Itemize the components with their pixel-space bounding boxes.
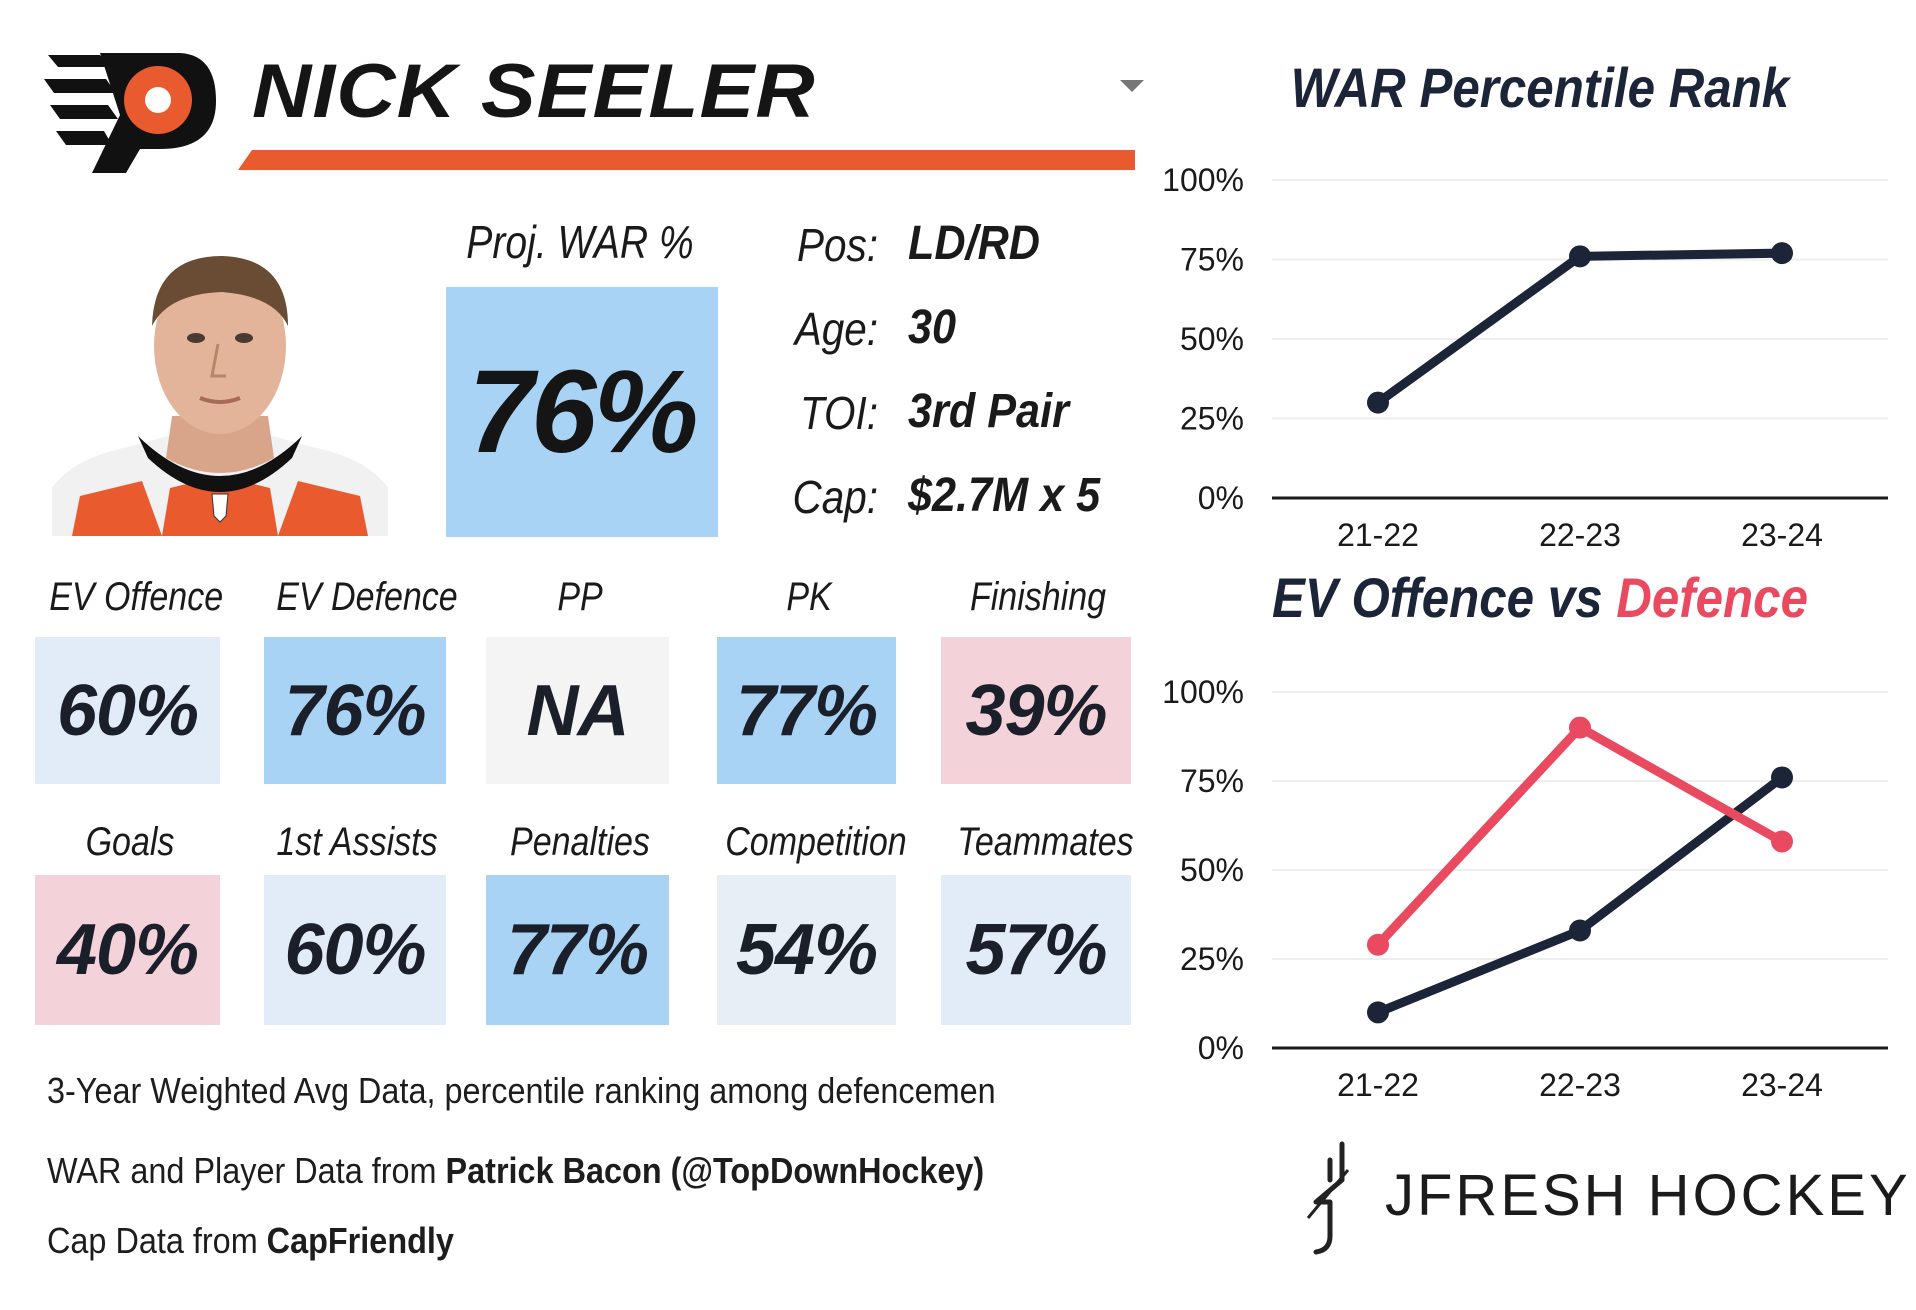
chevron-down-icon[interactable] — [1120, 80, 1144, 92]
jfresh-logo-icon — [1306, 1141, 1350, 1255]
tile-1st-assists: 60% — [264, 875, 446, 1025]
info-label-toi: TOI: — [800, 387, 878, 439]
data-point — [1771, 830, 1793, 853]
x-tick-label: 21-22 — [1337, 517, 1419, 553]
info-value-cap: $2.7M x 5 — [908, 469, 1101, 522]
data-point — [1569, 716, 1591, 739]
tile-teammates: 57% — [941, 875, 1131, 1025]
ev-offence-defence-chart: 0% 25% 50% 75% 100% 21-22 22-23 23-24 — [1162, 674, 1888, 1103]
y-tick-label: 25% — [1180, 401, 1244, 437]
data-point — [1569, 245, 1591, 268]
tile-goals: 40% — [35, 875, 220, 1025]
tile-label-1st-assists: 1st Assists — [276, 820, 438, 864]
data-point — [1771, 242, 1793, 265]
tile-label-penalties: Penalties — [510, 820, 650, 864]
series-line-0 — [1373, 248, 1787, 408]
series-line-0 — [1373, 772, 1787, 1017]
flyers-logo — [44, 53, 216, 173]
y-tick-label: 25% — [1180, 941, 1244, 977]
tile-label-pk: PK — [786, 575, 832, 619]
war-percentile-chart: 0% 25% 50% 75% 100% 21-22 22-23 23-24 — [1162, 162, 1888, 553]
proj-war-label: Proj. WAR % — [466, 216, 694, 268]
proj-war-value: 76% — [468, 346, 698, 478]
proj-war-box — [446, 287, 718, 537]
footer-cap-source-name: CapFriendly — [266, 1220, 454, 1261]
footer-war-source-prefix: WAR and Player Data from — [47, 1150, 446, 1191]
name-underline-bar — [238, 150, 1135, 170]
tile-label-teammates: Teammates — [957, 820, 1134, 864]
footer-war-source-name: Patrick Bacon (@TopDownHockey) — [445, 1150, 985, 1191]
x-tick-label: 23-24 — [1741, 1067, 1823, 1103]
tile-label-competition: Competition — [725, 820, 907, 864]
chart2-title-part2: Defence — [1616, 566, 1808, 629]
tile-pp: NA — [486, 637, 669, 784]
tile-label-finishing: Finishing — [969, 575, 1107, 619]
tile-ev-offence: 60% — [35, 637, 220, 784]
tile-pk: 77% — [717, 637, 896, 784]
tile-penalties: 77% — [486, 875, 669, 1025]
data-point — [1569, 919, 1591, 942]
y-tick-label: 50% — [1180, 852, 1244, 888]
data-point — [1367, 391, 1389, 414]
tile-label-ev-offence: EV Offence — [49, 575, 224, 619]
tile-competition: 54% — [717, 875, 896, 1025]
data-point — [1771, 766, 1793, 789]
footer-note: 3-Year Weighted Avg Data, percentile ran… — [47, 1070, 996, 1111]
x-tick-label: 22-23 — [1539, 1067, 1621, 1103]
tile-label-goals: Goals — [85, 820, 175, 864]
brand-name: JFRESH HOCKEY — [1385, 1163, 1911, 1228]
y-tick-label: 75% — [1180, 242, 1244, 278]
y-tick-label: 50% — [1180, 321, 1244, 357]
x-tick-label: 22-23 — [1539, 517, 1621, 553]
chart1-title: WAR Percentile Rank — [1290, 56, 1790, 119]
chart2-title: EV Offence vs Defence — [1258, 565, 1821, 630]
y-tick-label: 0% — [1198, 1030, 1244, 1066]
tile-finishing: 39% — [941, 637, 1131, 784]
tile-label-pp: PP — [557, 575, 603, 619]
tile-ev-defence: 76% — [264, 637, 446, 784]
data-point — [1367, 1001, 1389, 1024]
footer-war-source: WAR and Player Data from Patrick Bacon (… — [47, 1150, 984, 1192]
y-tick-label: 75% — [1180, 763, 1244, 799]
data-point — [1367, 933, 1389, 956]
chart2-title-part1: EV Offence vs — [1272, 566, 1617, 629]
player-name: NICK SEELER — [252, 49, 816, 134]
x-tick-label: 23-24 — [1741, 517, 1823, 553]
player-headshot — [52, 256, 388, 536]
y-tick-label: 0% — [1198, 480, 1244, 516]
tile-label-ev-defence: EV Defence — [276, 575, 458, 619]
footer-cap-source-prefix: Cap Data from — [47, 1220, 267, 1261]
info-value-pos: LD/RD — [908, 217, 1040, 270]
info-label-age: Age: — [794, 303, 878, 355]
info-label-pos: Pos: — [796, 219, 878, 271]
footer-cap-source: Cap Data from CapFriendly — [47, 1220, 454, 1262]
y-tick-label: 100% — [1162, 162, 1244, 198]
y-tick-label: 100% — [1162, 674, 1244, 710]
info-value-toi: 3rd Pair — [908, 385, 1069, 438]
info-value-age: 30 — [908, 301, 957, 354]
x-tick-label: 21-22 — [1337, 1067, 1419, 1103]
info-label-cap: Cap: — [792, 471, 878, 523]
series-line-1 — [1373, 723, 1787, 950]
